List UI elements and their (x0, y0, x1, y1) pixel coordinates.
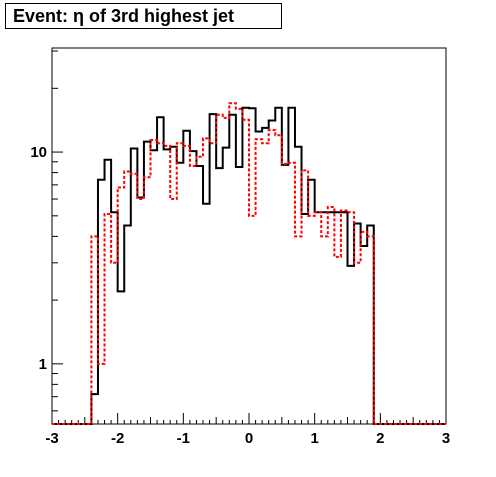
x-tick-label: -3 (45, 430, 58, 447)
y-axis: 1 10 (30, 50, 63, 412)
histogram-line (52, 102, 446, 425)
y-tick-label: 10 (30, 144, 47, 161)
chart-title: Event: η of 3rd highest jet (5, 3, 282, 29)
x-tick-label: -1 (177, 430, 190, 447)
x-tick-label: 1 (310, 430, 318, 447)
x-tick-label: 2 (376, 430, 384, 447)
series-red-dotted (52, 102, 446, 425)
histogram-line (52, 106, 446, 425)
x-axis: -3 -2 -1 0 1 2 3 (45, 413, 450, 447)
series-black-solid (52, 106, 446, 425)
x-tick-label: 3 (442, 430, 450, 447)
x-tick-label: -2 (111, 430, 124, 447)
x-tick-label: 0 (245, 430, 253, 447)
y-tick-label: 1 (39, 356, 47, 373)
